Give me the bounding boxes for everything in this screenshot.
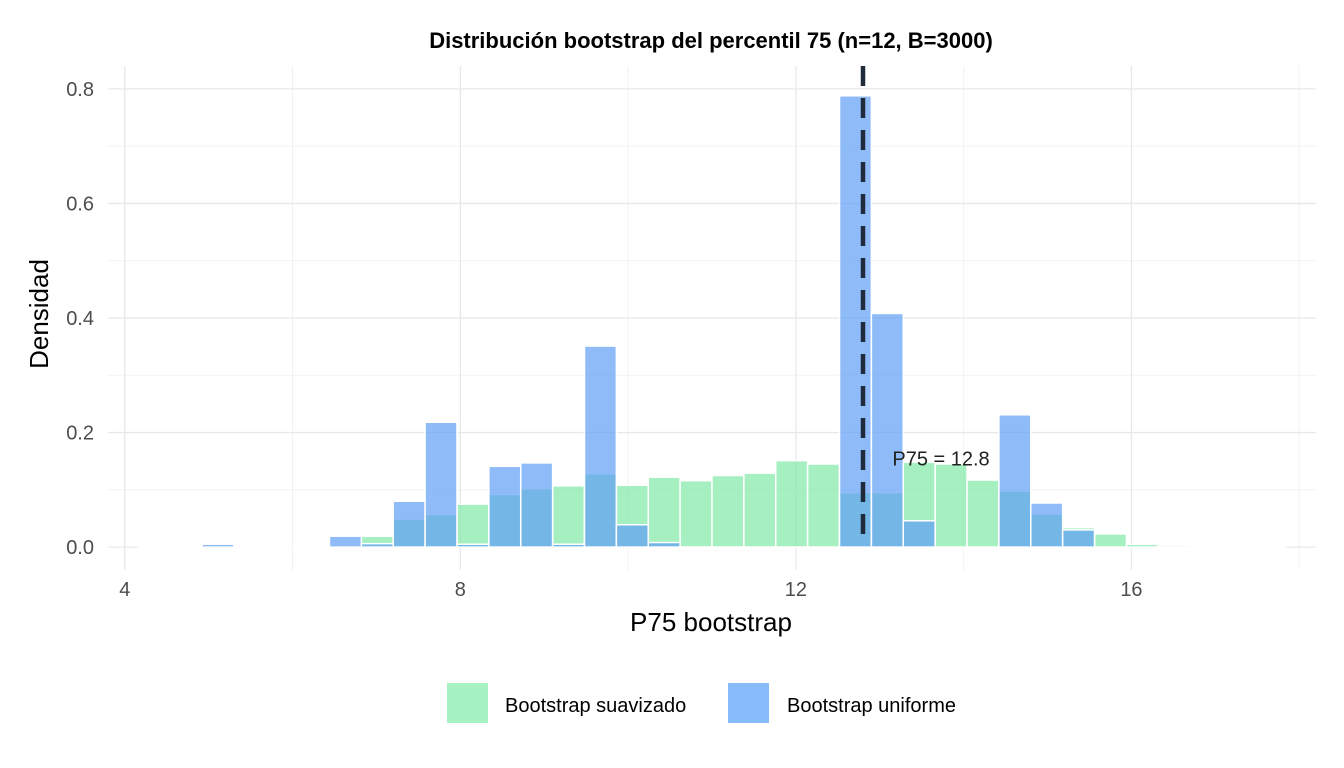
- y-tick-label: 0.6: [66, 193, 94, 215]
- bar-suavizado: [456, 503, 490, 548]
- bar-uniforme: [233, 546, 267, 549]
- bar-uniforme: [966, 546, 1000, 549]
- legend-label-uniforme: Bootstrap uniforme: [787, 695, 956, 717]
- bars-uniforme: [137, 95, 1287, 549]
- bar-uniforme: [934, 546, 968, 549]
- bar-uniforme: [1061, 529, 1096, 548]
- bar-uniforme: [1189, 546, 1223, 549]
- bar-uniforme: [679, 546, 713, 549]
- legend: Bootstrap suavizado Bootstrap uniforme: [447, 683, 956, 723]
- y-tick-label: 0.2: [66, 423, 94, 445]
- bar-uniforme: [392, 500, 426, 548]
- bar-uniforme: [201, 543, 235, 548]
- bar-uniforme: [296, 545, 331, 548]
- bar-uniforme: [902, 519, 936, 548]
- x-tick-label: 16: [1120, 579, 1142, 601]
- bar-uniforme: [615, 524, 649, 548]
- bar-uniforme: [1125, 546, 1160, 549]
- bar-uniforme: [743, 546, 777, 549]
- bar-uniforme: [456, 543, 490, 548]
- y-axis-ticks: 0.0 0.2 0.4 0.6 0.8: [66, 79, 94, 559]
- legend-swatch-suavizado: [447, 683, 488, 723]
- bar-uniforme: [647, 541, 681, 548]
- bar-suavizado: [775, 459, 809, 548]
- x-tick-label: 12: [785, 579, 807, 601]
- bar-uniforme: [1253, 546, 1287, 549]
- bar-uniforme: [169, 546, 203, 549]
- bar-uniforme: [424, 421, 458, 548]
- x-axis-ticks: 4 8 12 16: [119, 579, 1142, 601]
- bar-uniforme: [806, 546, 841, 549]
- bars-suavizado: [137, 459, 1287, 549]
- bar-suavizado: [647, 476, 681, 548]
- bar-uniforme: [838, 95, 873, 548]
- y-axis-label: Densidad: [24, 259, 54, 369]
- bar-suavizado: [679, 479, 713, 548]
- bar-uniforme: [1157, 546, 1191, 549]
- bar-uniforme: [551, 543, 586, 548]
- p75-annotation: P75 = 12.8: [892, 448, 989, 470]
- bar-uniforme: [519, 462, 554, 548]
- bar-uniforme: [264, 546, 299, 549]
- legend-swatch-uniforme: [728, 683, 769, 723]
- y-tick-label: 0.0: [66, 537, 94, 559]
- bar-uniforme: [998, 414, 1032, 548]
- bar-uniforme: [360, 542, 394, 548]
- bar-suavizado: [743, 472, 777, 548]
- bar-suavizado: [966, 479, 1000, 548]
- bar-uniforme: [711, 546, 745, 549]
- bar-suavizado: [551, 485, 586, 548]
- bar-uniforme: [870, 312, 905, 548]
- bar-uniforme: [583, 345, 618, 548]
- x-tick-label: 4: [119, 579, 130, 601]
- bar-suavizado: [711, 474, 745, 548]
- bar-uniforme: [1030, 502, 1064, 548]
- bar-uniforme: [328, 535, 363, 548]
- y-tick-label: 0.8: [66, 79, 94, 101]
- bar-uniforme: [137, 546, 171, 549]
- x-tick-label: 8: [455, 579, 466, 601]
- bar-uniforme: [488, 465, 522, 548]
- x-axis-label: P75 bootstrap: [630, 607, 792, 637]
- bar-suavizado: [934, 463, 968, 548]
- bar-uniforme: [775, 546, 809, 549]
- legend-label-suavizado: Bootstrap suavizado: [505, 695, 686, 717]
- y-tick-label: 0.4: [66, 308, 94, 330]
- bar-uniforme: [1093, 546, 1128, 549]
- bar-uniforme: [1221, 546, 1255, 549]
- bar-suavizado: [1093, 533, 1128, 548]
- chart-title: Distribución bootstrap del percentil 75 …: [429, 28, 993, 53]
- bar-suavizado: [806, 463, 841, 548]
